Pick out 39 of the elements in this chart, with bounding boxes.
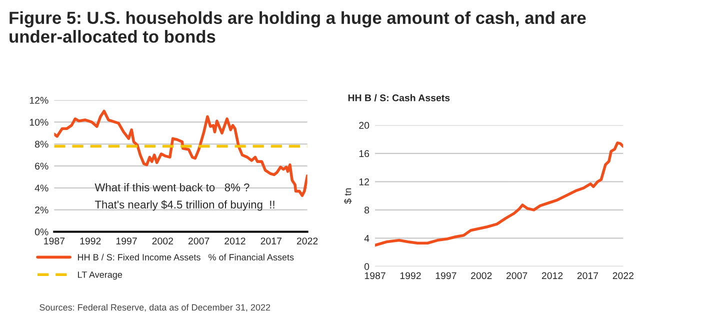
x-tick-label: 2012: [542, 272, 563, 280]
line-series: [54, 110, 308, 197]
y-tick-label: 0%: [34, 228, 48, 236]
legend-label: LT Average: [78, 272, 122, 280]
x-tick-label: 1992: [80, 238, 101, 244]
legend-label: HH B / S: Fixed Income Assets % of Financial Assets: [78, 254, 294, 260]
y-tick-label: 0: [364, 263, 370, 270]
annotation: That's nearly $4.5 trillion of buying !!: [94, 200, 274, 211]
x-tick-label: 1992: [400, 272, 421, 280]
y-tick-label: 12%: [30, 96, 48, 104]
y-tick-label: 10%: [30, 118, 48, 126]
chart-title: Figure 5: U.S. households are holding a huge amount of cash, and are under-allocated to bonds: [10, 11, 586, 43]
x-tick-label: 2022: [296, 238, 318, 244]
x-tick-label: 2002: [152, 238, 173, 244]
x-tick-label: 1997: [116, 238, 137, 244]
x-tick-label: 1987: [364, 272, 386, 280]
x-tick-label: 2002: [471, 272, 492, 280]
y-tick-label: 2%: [35, 206, 48, 214]
source-note: Sources: Federal Reserve, data as of December 31, 2022: [40, 304, 270, 312]
y-tick-label: 4: [364, 235, 370, 242]
y-tick-label: 16: [359, 150, 370, 158]
x-tick-label: 2017: [260, 238, 282, 244]
y-tick-label: 12: [359, 178, 369, 186]
y-axis-title: $ tn: [344, 188, 352, 204]
x-tick-label: 1987: [44, 238, 65, 244]
y-tick-label: 6%: [35, 162, 48, 170]
x-tick-label: 2007: [506, 272, 528, 280]
y-tick-label: 20: [359, 122, 370, 129]
y-tick-label: 8%: [35, 140, 48, 148]
line-series: [375, 141, 624, 247]
y-tick-label: 8: [364, 206, 370, 214]
annotation: What if this went back to 8% ?: [94, 183, 250, 192]
x-tick-label: 2012: [224, 238, 246, 244]
chart-title: HH B / S: Cash Assets: [348, 94, 450, 102]
x-tick-label: 2017: [577, 272, 598, 280]
x-tick-label: 1997: [436, 272, 456, 280]
y-tick-label: 4%: [34, 184, 48, 192]
x-tick-label: 2007: [188, 238, 210, 244]
x-tick-label: 2022: [612, 272, 634, 280]
